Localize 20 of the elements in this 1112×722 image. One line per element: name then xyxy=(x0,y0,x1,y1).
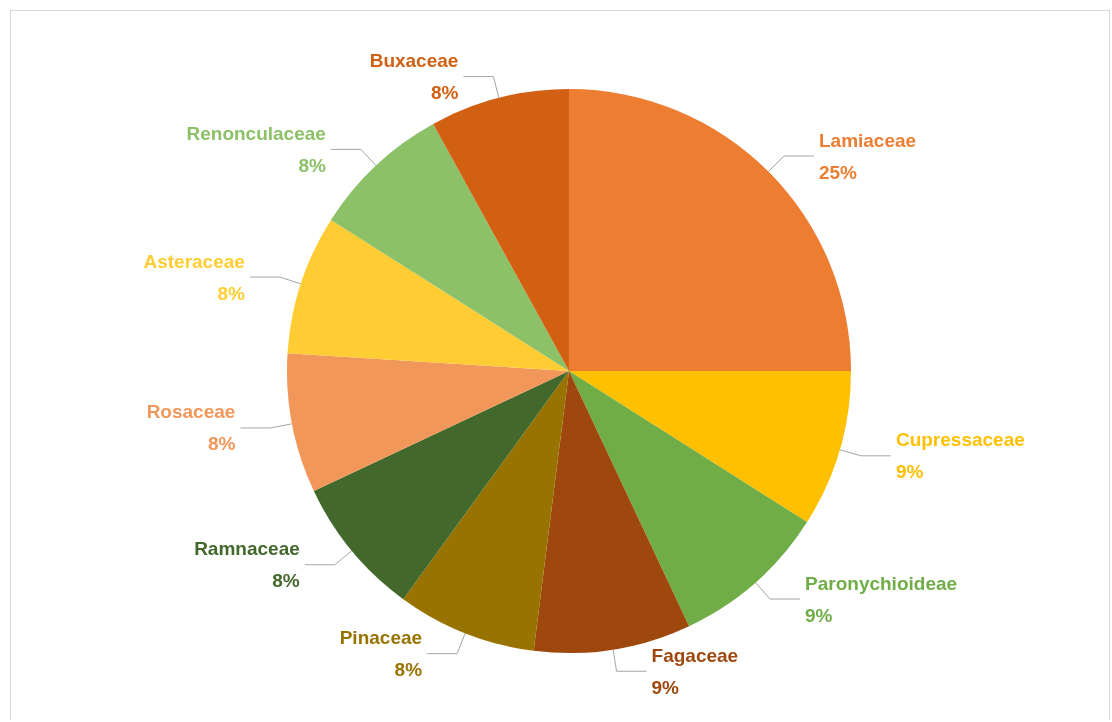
data-label: 25% xyxy=(818,161,858,183)
data-label: 8% xyxy=(272,570,300,592)
slice-label: Buxaceae xyxy=(369,50,459,72)
slice-label: Paronychioideae xyxy=(805,572,958,594)
data-label: 8% xyxy=(430,82,459,104)
data-label: 8% xyxy=(207,433,236,455)
slice-label: Rosaceae xyxy=(146,401,236,423)
slice-label: Asteraceae xyxy=(143,250,245,272)
slice-label: Lamiaceae xyxy=(818,129,917,151)
slice-label: Fagaceae xyxy=(651,644,739,666)
slice-label: Ramnaceae xyxy=(194,538,300,560)
slice-label: Pinaceae xyxy=(339,627,423,649)
data-label: 9% xyxy=(651,676,680,698)
data-label: 8% xyxy=(298,154,326,176)
data-label: 8% xyxy=(217,282,245,304)
data-label: 9% xyxy=(895,461,924,483)
slice-label: Cupressaceae xyxy=(895,429,1025,451)
slice-label: Renonculaceae xyxy=(186,122,326,144)
data-label: 9% xyxy=(805,604,833,626)
data-label: 8% xyxy=(394,659,423,681)
